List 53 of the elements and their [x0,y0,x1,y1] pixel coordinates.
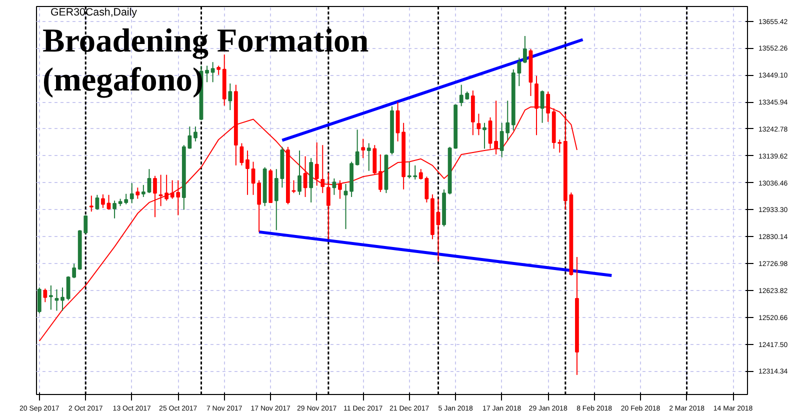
candlestick [424,176,429,203]
candlestick [251,161,256,196]
candlestick [517,57,522,87]
candlestick [141,184,146,198]
candlestick [37,287,42,314]
candlestick [210,62,215,83]
candlestick [153,175,157,218]
candlestick [361,138,366,159]
candlestick [314,142,319,186]
candlestick [482,122,486,150]
candlestick [257,180,261,232]
candlestick [558,139,562,154]
candlestick [246,150,250,196]
candlestick [164,174,169,202]
candlestick [66,276,70,301]
candlestick [320,144,325,194]
candlestick [418,168,423,180]
candlestick [136,187,140,200]
candlestick [49,284,53,310]
candlestick [274,168,278,231]
candlestick [106,194,111,210]
candlestick [240,142,244,166]
candlestick [292,180,296,194]
candlestick [476,113,481,136]
candlestick [101,194,105,208]
candlestick [205,65,209,83]
candlestick [216,65,221,76]
candlestick [228,82,232,111]
candlestick [540,90,544,124]
candlestick [436,198,440,262]
chart-subtitle: GER30Cash,Daily [50,6,138,18]
candlestick [355,129,360,166]
candlestick [523,35,527,64]
candlestick [147,168,152,194]
candlestick [95,194,100,210]
candlestick [378,154,382,193]
candlestick [194,126,198,142]
candlestick [326,172,330,240]
candlestick [303,156,308,198]
candlestick [112,200,116,219]
candlestick [130,182,134,204]
candlestick [60,287,64,312]
candlestick [344,183,348,230]
candlestick [488,116,492,150]
candlestick [396,102,400,142]
candlestick [72,263,76,279]
candlestick [298,150,302,196]
candlestick [332,178,336,196]
candlestick [366,142,371,172]
candlestick [54,288,59,312]
candlestick [43,288,48,303]
candlestick [89,195,94,212]
candlestick [338,180,342,200]
